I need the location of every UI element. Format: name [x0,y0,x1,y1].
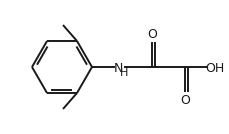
Text: N: N [113,62,122,75]
Text: H: H [119,68,128,78]
Text: OH: OH [204,62,224,75]
Text: O: O [146,27,156,40]
Text: O: O [179,94,189,107]
